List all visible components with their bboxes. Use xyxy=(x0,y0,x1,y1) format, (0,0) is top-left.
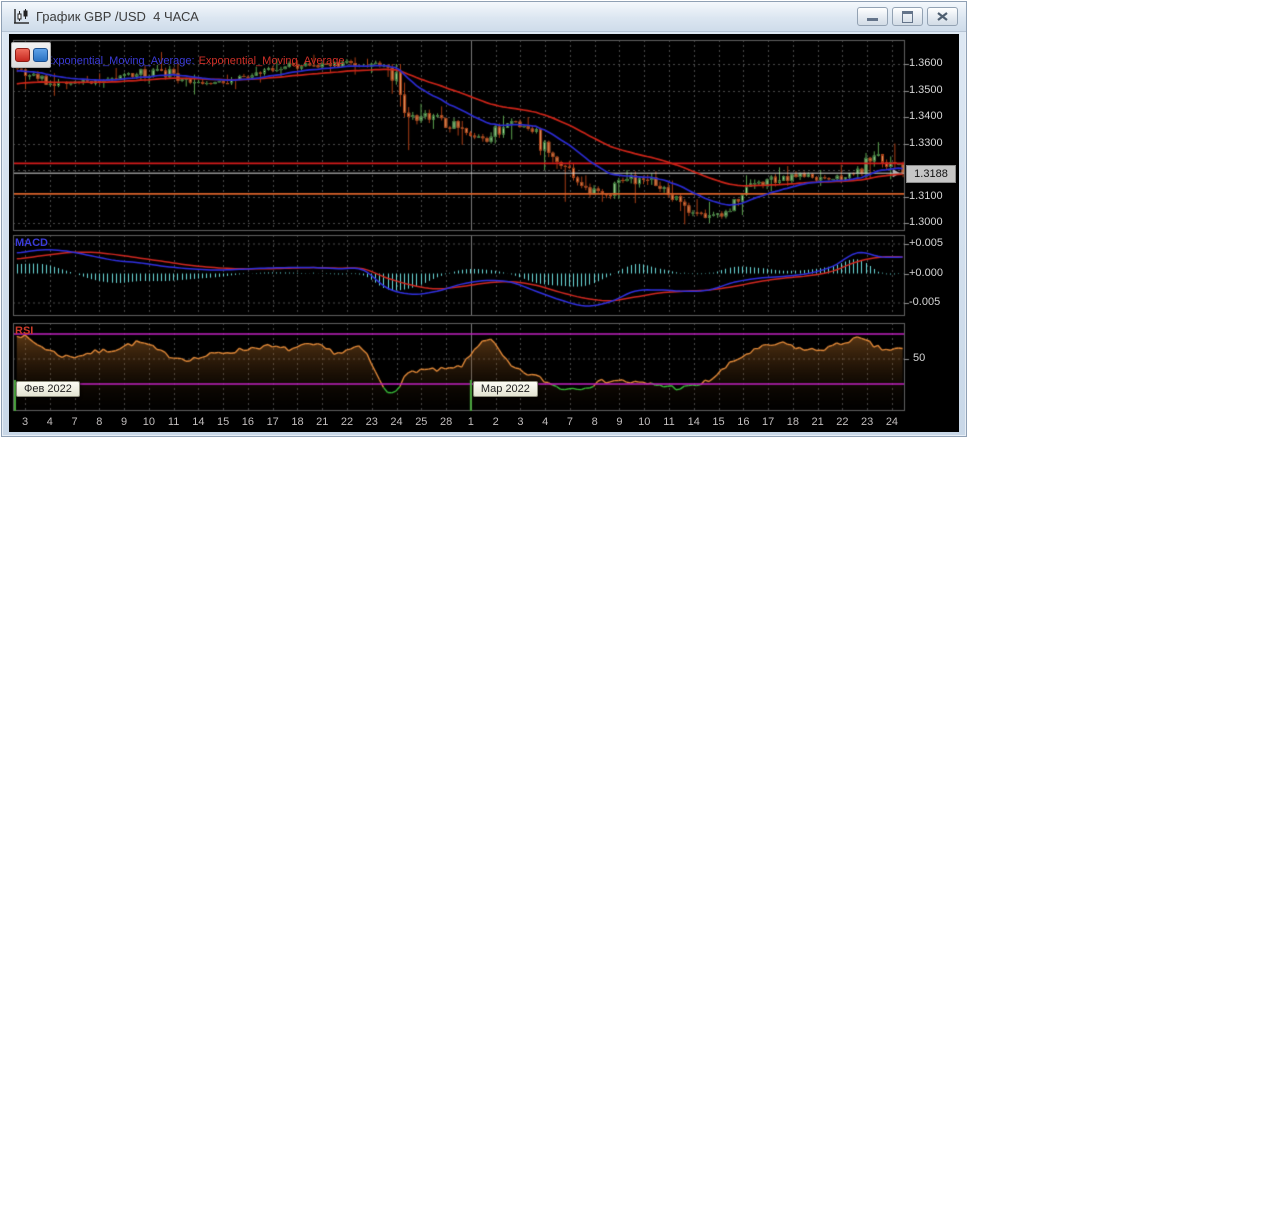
window-controls xyxy=(857,7,958,26)
toolbox-blue-button[interactable] xyxy=(32,48,48,62)
minimize-button[interactable] xyxy=(857,7,888,26)
chart-area: Exponential_Moving_Average: Exponential_M… xyxy=(9,34,959,432)
candlestick-chart-icon xyxy=(13,8,31,26)
titlebar[interactable]: График GBP /USD 4 ЧАСА xyxy=(2,2,966,32)
price-chart-canvas[interactable] xyxy=(9,34,959,432)
chart-window: График GBP /USD 4 ЧАСА xyxy=(1,1,967,437)
window-title: График GBP /USD 4 ЧАСА xyxy=(36,9,199,24)
close-icon xyxy=(937,12,948,21)
close-button[interactable] xyxy=(927,7,958,26)
restore-button[interactable] xyxy=(892,7,923,26)
minimize-icon xyxy=(867,18,878,21)
toolbox-red-button[interactable] xyxy=(14,48,30,62)
chart-toolbox xyxy=(11,42,51,68)
restore-icon xyxy=(902,10,913,23)
